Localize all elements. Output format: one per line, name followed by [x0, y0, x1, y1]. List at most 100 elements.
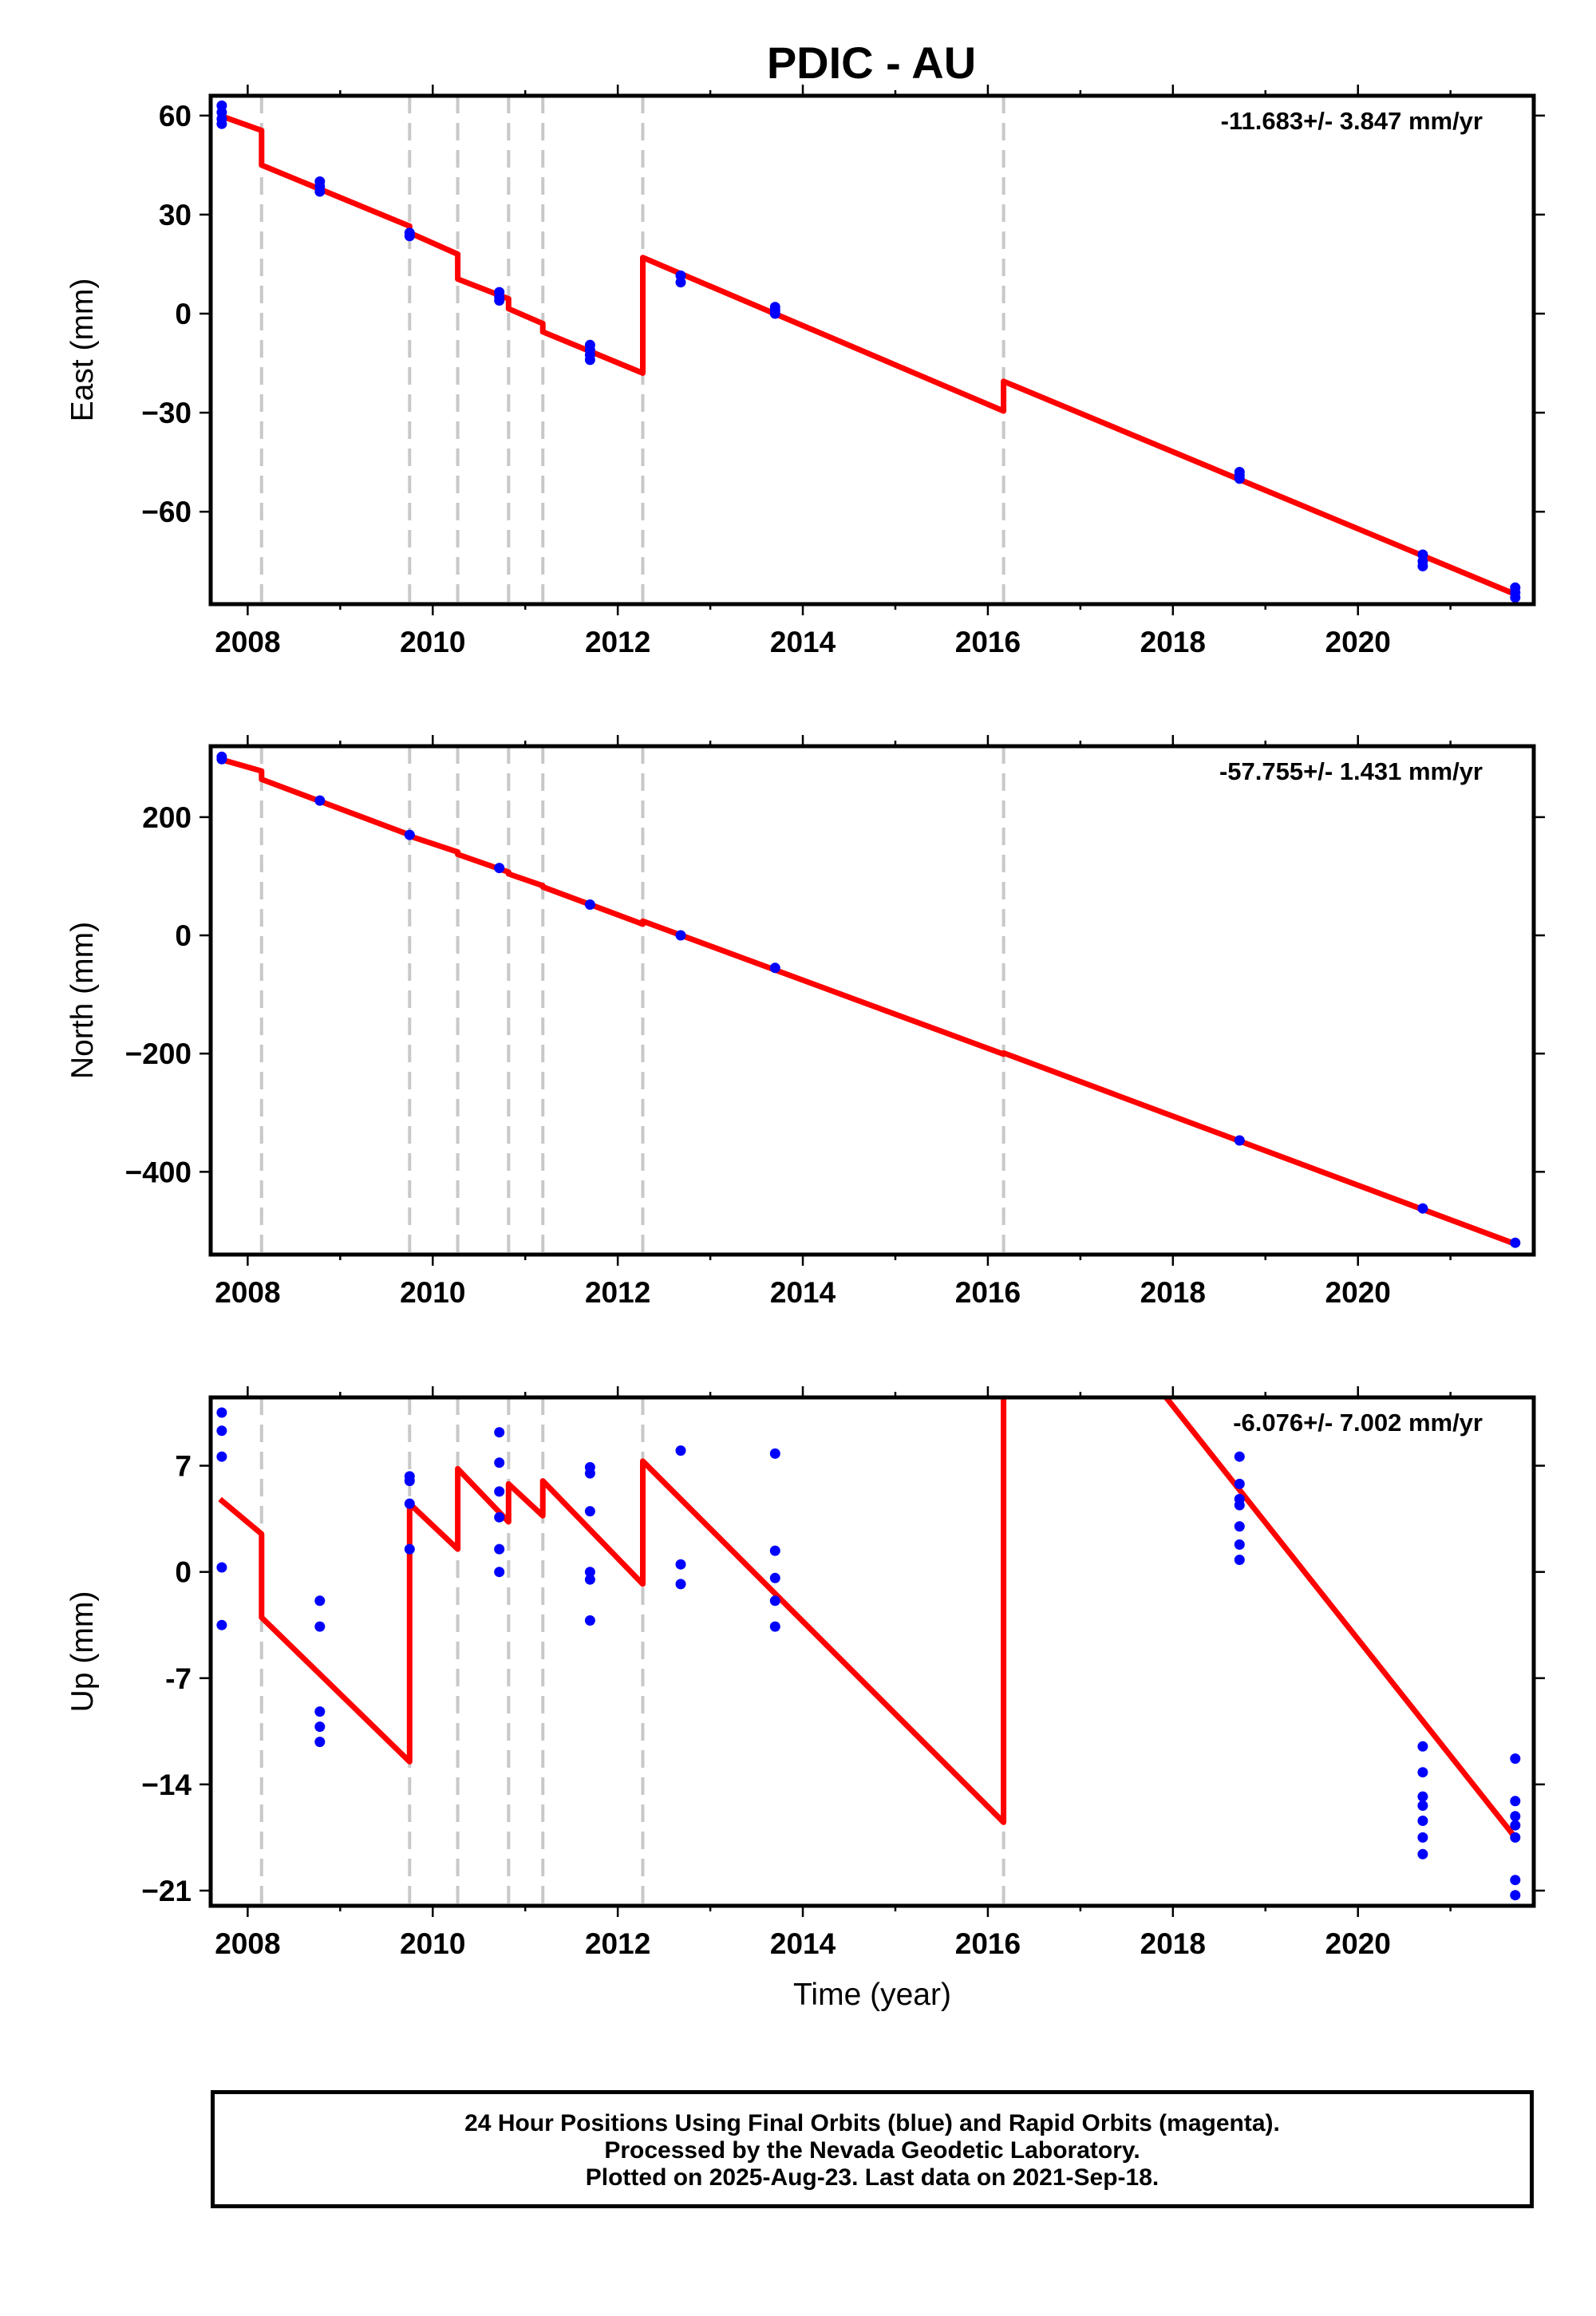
- y-tick-label: −30: [141, 397, 192, 429]
- observation-point: [769, 1621, 780, 1632]
- observation-point: [494, 1457, 505, 1468]
- observation-point: [769, 962, 780, 974]
- y-tick-label: −400: [125, 1156, 192, 1188]
- model-line: [219, 756, 1517, 1247]
- observation-point: [769, 308, 780, 319]
- velocity-annotation: -11.683+/- 3.847 mm/yr: [1221, 107, 1483, 135]
- observation-point: [404, 1476, 415, 1487]
- observation-point: [1234, 1451, 1245, 1462]
- observation-point: [584, 354, 595, 366]
- observation-point: [675, 1559, 686, 1570]
- y-tick-label: 0: [175, 298, 192, 330]
- x-tick-label: 2012: [585, 1276, 650, 1309]
- observation-point: [584, 1506, 595, 1517]
- x-tick-label: 2012: [585, 1927, 650, 1960]
- x-tick-label: 2008: [215, 626, 280, 658]
- observation-point: [216, 1407, 227, 1418]
- y-axis-label: East (mm): [65, 279, 100, 422]
- observation-point: [1417, 1800, 1428, 1811]
- velocity-annotation: -57.755+/- 1.431 mm/yr: [1219, 757, 1483, 785]
- observation-point: [1417, 1767, 1428, 1778]
- observation-point: [216, 118, 227, 129]
- observation-point: [1510, 1832, 1521, 1843]
- observation-point: [675, 1445, 686, 1456]
- observation-point: [1417, 1816, 1428, 1826]
- velocity-annotation: -6.076+/- 7.002 mm/yr: [1233, 1409, 1483, 1437]
- observation-point: [1234, 1135, 1245, 1146]
- observation-point: [1234, 1555, 1245, 1565]
- observation-point: [1417, 560, 1428, 571]
- panel-frame: [208, 744, 1536, 1257]
- observation-point: [584, 1615, 595, 1626]
- observation-point: [1417, 1203, 1428, 1214]
- y-tick-label: 7: [175, 1450, 192, 1483]
- plot-area-east: [216, 100, 1521, 603]
- x-tick-label: 2010: [400, 626, 465, 658]
- panel-frame: [208, 1395, 1536, 1908]
- observation-point: [1510, 1875, 1521, 1886]
- y-axis-label: North (mm): [65, 922, 100, 1079]
- y-tick-label: -7: [165, 1662, 192, 1695]
- observation-point: [1234, 1539, 1245, 1550]
- panel-east: 2008 2010 2012 2014 2016 2018 2020 60 30 0 −30 −60 E…: [65, 85, 1545, 658]
- y-tick-label: −21: [141, 1875, 192, 1907]
- y-tick-label: −14: [141, 1769, 192, 1801]
- observation-point: [404, 1498, 415, 1509]
- observation-point: [494, 1543, 505, 1555]
- y-tick-label: 30: [159, 199, 192, 231]
- observation-point: [675, 1579, 686, 1590]
- observation-point: [769, 1572, 780, 1583]
- x-tick-label: 2018: [1140, 1276, 1206, 1309]
- x-tick-label: 2018: [1140, 626, 1206, 658]
- observation-point: [216, 1425, 227, 1437]
- observation-point: [1510, 1820, 1521, 1831]
- footer-line-3: Plotted on 2025-Aug-23. Last data on 202…: [585, 2164, 1159, 2191]
- y-axis-label: Up (mm): [65, 1591, 100, 1713]
- x-tick-label: 2020: [1325, 626, 1391, 658]
- observation-point: [584, 1468, 595, 1479]
- y-tick-label: −200: [125, 1037, 192, 1070]
- observation-point: [314, 1621, 326, 1632]
- observation-point: [314, 1737, 326, 1748]
- observation-point: [314, 1595, 326, 1607]
- x-tick-label: 2010: [400, 1927, 465, 1960]
- x-axis-label: Time (year): [793, 1978, 951, 2012]
- x-tick-label: 2020: [1325, 1927, 1391, 1960]
- observation-point: [1510, 1796, 1521, 1807]
- panel-frame: [208, 93, 1536, 607]
- observation-point: [1510, 592, 1521, 603]
- observation-point: [769, 1448, 780, 1459]
- observation-point: [216, 1451, 227, 1462]
- observation-point: [494, 1567, 505, 1578]
- y-tick-label: 60: [159, 100, 192, 132]
- observation-point: [494, 1512, 505, 1523]
- x-tick-label: 2014: [770, 1927, 836, 1960]
- observation-point: [1417, 1832, 1428, 1843]
- x-tick-label: 2014: [770, 626, 836, 658]
- panel-up: 2008 2010 2012 2014 2016 2018 2020 7 0 -7 −14 −21 Up…: [65, 1386, 1545, 2012]
- observation-point: [314, 795, 326, 806]
- observation-point: [1510, 1811, 1521, 1822]
- x-tick-label: 2018: [1140, 1927, 1206, 1960]
- y-tick-label: 200: [142, 801, 192, 834]
- x-tick-label: 2008: [215, 1276, 280, 1309]
- x-tick-label: 2016: [955, 626, 1021, 658]
- observation-point: [1510, 1753, 1521, 1765]
- observation-point: [494, 295, 505, 306]
- figure-title: PDIC - AU: [767, 38, 976, 88]
- observation-point: [216, 753, 227, 765]
- panel-north: 2008 2010 2012 2014 2016 2018 2020 200 0 −200 −400…: [65, 735, 1545, 1309]
- plot-area-north: [216, 751, 1521, 1248]
- observation-point: [675, 277, 686, 288]
- observation-point: [314, 1721, 326, 1733]
- observation-point: [675, 930, 686, 941]
- footer-box: 24 Hour Positions Using Final Orbits (bl…: [211, 2090, 1534, 2208]
- footer-line-1: 24 Hour Positions Using Final Orbits (bl…: [464, 2110, 1280, 2136]
- x-tick-label: 2014: [770, 1276, 836, 1309]
- observation-point: [1417, 1848, 1428, 1860]
- x-tick-label: 2008: [215, 1927, 280, 1960]
- observation-point: [584, 1574, 595, 1585]
- observation-point: [1510, 1890, 1521, 1901]
- model-line: [218, 1397, 1518, 1840]
- observation-point: [404, 829, 415, 840]
